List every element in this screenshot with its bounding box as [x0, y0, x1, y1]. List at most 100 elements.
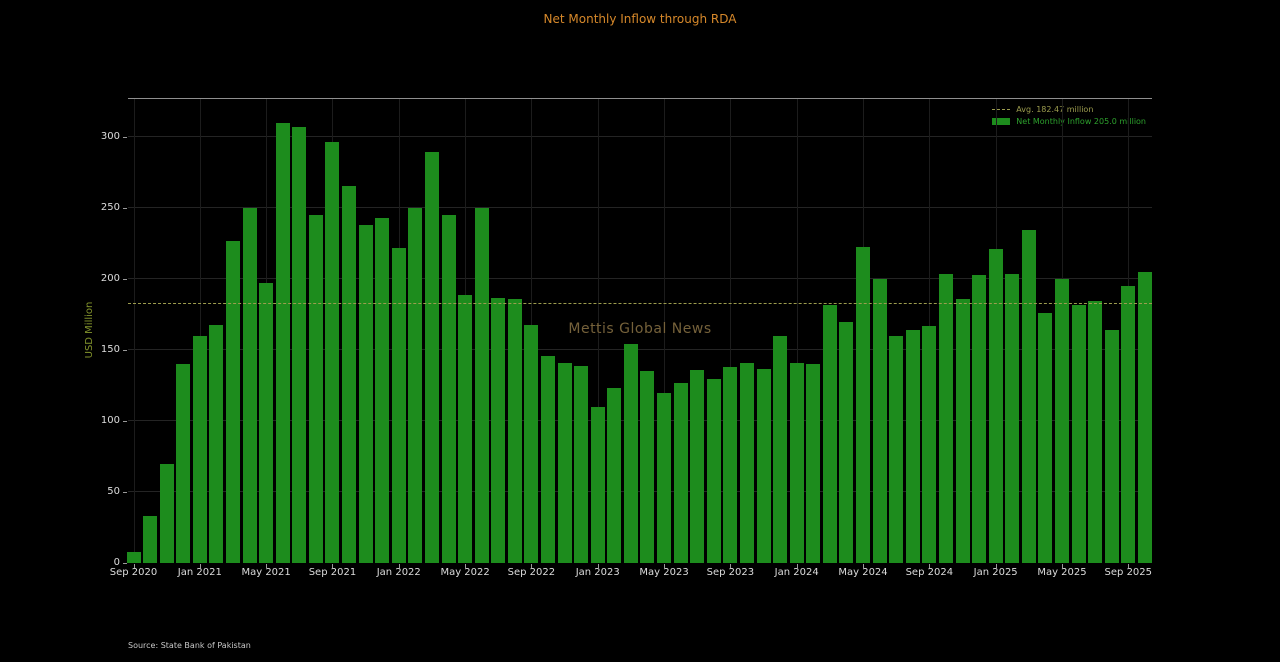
bar	[756, 368, 771, 563]
bar	[1121, 286, 1136, 563]
bar	[391, 248, 406, 563]
x-tick-label: Jan 2022	[376, 567, 421, 578]
bar	[242, 208, 257, 563]
bar	[408, 208, 423, 563]
x-axis-tick	[199, 564, 201, 568]
x-axis-tick	[730, 564, 732, 568]
y-tick-label: 0	[113, 557, 120, 568]
bar	[507, 299, 522, 563]
x-axis-tick	[664, 564, 666, 568]
bar	[607, 388, 622, 563]
x-tick-label: Sep 2024	[905, 567, 954, 578]
gridline-vertical	[664, 99, 666, 563]
x-axis-tick	[531, 564, 533, 568]
bar	[292, 127, 307, 563]
bar	[1021, 229, 1036, 563]
bar	[192, 335, 207, 563]
bar	[938, 273, 953, 563]
bar	[474, 208, 489, 563]
x-tick-label: May 2021	[241, 567, 291, 578]
gridline-horizontal	[128, 491, 1152, 493]
x-tick-label: Sep 2021	[308, 567, 357, 578]
bar-swatch-icon	[992, 118, 1011, 125]
source-note: Source: State Bank of Pakistan	[128, 641, 251, 650]
y-axis-tick	[123, 136, 127, 138]
x-axis-tick	[133, 564, 135, 568]
legend-entry-net-inflow: Net Monthly Inflow 205.0 million	[992, 117, 1146, 126]
x-axis-tick	[1128, 564, 1130, 568]
x-axis-tick	[1061, 564, 1063, 568]
legend-net-inflow-label: Net Monthly Inflow 205.0 million	[1016, 117, 1146, 126]
bar	[889, 335, 904, 563]
y-axis-tick	[123, 491, 127, 493]
bar	[325, 141, 340, 563]
bar	[126, 551, 141, 563]
y-axis-tick	[123, 207, 127, 209]
bar	[225, 240, 240, 563]
bar	[972, 274, 987, 563]
y-tick-label: 150	[100, 344, 120, 356]
bar	[623, 344, 638, 563]
bar	[209, 324, 224, 563]
bar	[839, 321, 854, 563]
bar	[723, 367, 738, 563]
bar	[458, 294, 473, 563]
gridline-horizontal	[128, 420, 1152, 422]
bar	[143, 516, 158, 563]
gridline-horizontal	[128, 349, 1152, 351]
bar	[905, 330, 920, 563]
x-tick-label: Sep 2023	[706, 567, 755, 578]
x-axis-tick	[465, 564, 467, 568]
y-axis-tick	[123, 278, 127, 280]
bar	[1054, 279, 1069, 563]
gridline-horizontal	[128, 136, 1152, 138]
x-tick-label: Jan 2023	[575, 567, 620, 578]
dashed-line-swatch-icon	[992, 109, 1011, 110]
bar	[541, 355, 555, 563]
average-line	[128, 303, 1152, 305]
bar	[275, 123, 290, 563]
bar	[342, 185, 357, 563]
bar	[491, 297, 506, 563]
x-axis-tick	[929, 564, 931, 568]
bar	[1005, 273, 1020, 563]
bar	[1104, 330, 1119, 563]
x-tick-label: May 2022	[440, 567, 490, 578]
bar	[259, 283, 274, 563]
bar	[557, 362, 572, 563]
bar	[1071, 304, 1086, 563]
x-tick-label: Sep 2025	[1104, 567, 1153, 578]
y-tick-label: 100	[100, 415, 120, 427]
gridline-vertical	[133, 99, 135, 563]
bar	[922, 326, 937, 563]
bar	[773, 335, 788, 563]
bar	[176, 364, 191, 563]
x-tick-label: Sep 2020	[109, 567, 158, 578]
x-axis-tick	[398, 564, 400, 568]
legend-average-label: Avg. 182.47 million	[1016, 105, 1094, 114]
y-tick-label: 200	[100, 273, 120, 285]
bar	[856, 246, 871, 563]
bar	[375, 218, 390, 563]
x-tick-label: Jan 2025	[973, 567, 1018, 578]
y-tick-label: 250	[100, 202, 120, 214]
bar	[308, 215, 323, 563]
x-tick-label: Sep 2022	[507, 567, 556, 578]
bar	[358, 225, 373, 563]
bar	[524, 324, 539, 563]
bar	[159, 463, 174, 563]
x-tick-label: Jan 2024	[774, 567, 819, 578]
bar	[441, 215, 456, 563]
y-tick-label: 50	[107, 486, 120, 498]
chart-title: Net Monthly Inflow through RDA	[543, 12, 737, 26]
gridline-horizontal	[128, 278, 1152, 280]
x-tick-label: May 2025	[1037, 567, 1087, 578]
x-axis-tick	[863, 564, 865, 568]
x-axis-tick	[796, 564, 798, 568]
x-axis-tick	[995, 564, 997, 568]
bar	[706, 378, 721, 563]
bar	[640, 371, 655, 563]
y-tick-label: 300	[100, 131, 120, 143]
bar	[822, 304, 837, 563]
